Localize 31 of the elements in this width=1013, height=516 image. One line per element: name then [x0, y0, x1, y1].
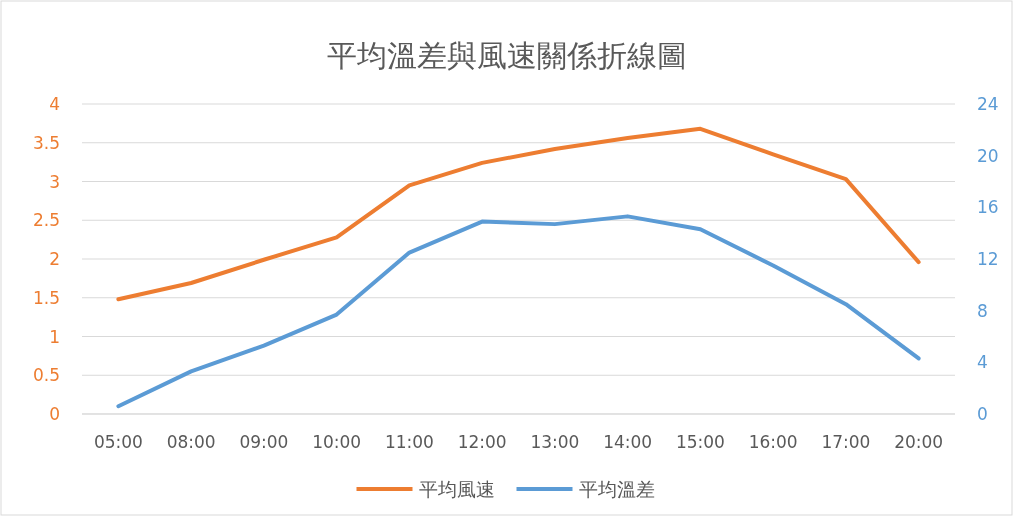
x-tick-label: 05:00	[93, 432, 143, 452]
y-tick-label: 3	[49, 171, 60, 192]
y-tick-label: 0	[49, 404, 60, 424]
y-tick-label: 3.5	[32, 132, 60, 153]
y-tick-label: 1	[49, 326, 60, 347]
y2-tick-label: 20	[977, 145, 999, 166]
y2-tick-label: 8	[977, 300, 988, 321]
x-tick-label: 09:00	[239, 432, 289, 452]
chart-title: 平均溫差與風速關係折線圖	[326, 38, 687, 73]
x-tick-label: 13:00	[530, 432, 580, 452]
x-tick-label: 17:00	[821, 432, 871, 452]
y2-tick-label: 24	[977, 94, 999, 114]
x-tick-label: 14:00	[603, 432, 653, 452]
x-tick-label: 08:00	[166, 432, 216, 452]
y2-tick-label: 4	[977, 352, 988, 373]
legend-label: 平均風速	[418, 478, 495, 500]
x-tick-label: 20:00	[894, 432, 944, 452]
y-tick-label: 4	[49, 94, 60, 114]
y-tick-label: 2.5	[32, 210, 60, 231]
y2-tick-label: 0	[977, 404, 988, 424]
legend-label: 平均溫差	[578, 478, 655, 500]
y-tick-label: 2	[49, 249, 60, 269]
y-tick-label: 0.5	[32, 365, 60, 386]
x-tick-label: 10:00	[312, 432, 362, 452]
y2-tick-label: 16	[977, 197, 999, 218]
x-tick-label: 15:00	[675, 432, 725, 452]
y-tick-label: 1.5	[32, 287, 60, 308]
y2-tick-label: 12	[977, 249, 999, 269]
x-tick-label: 12:00	[457, 432, 507, 452]
x-tick-label: 16:00	[748, 432, 798, 452]
x-tick-label: 11:00	[384, 432, 434, 452]
